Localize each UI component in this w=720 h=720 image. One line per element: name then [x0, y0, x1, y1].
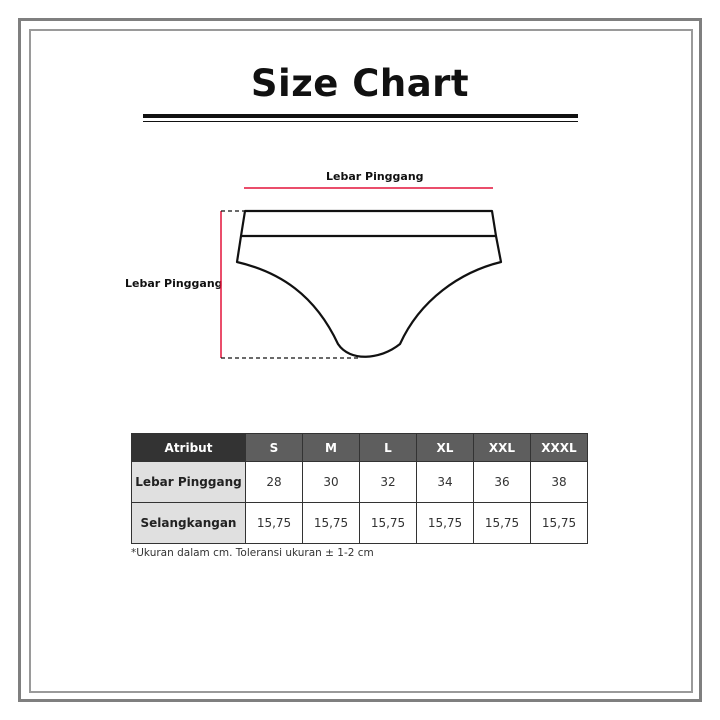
- page-title: Size Chart: [250, 62, 470, 105]
- table-cell: 38: [530, 461, 588, 503]
- header-cell: XXXL: [530, 433, 588, 462]
- table-cell: 15,75: [359, 502, 417, 544]
- table-cell: 34: [416, 461, 474, 503]
- table-cell: 15,75: [302, 502, 360, 544]
- header-cell: Atribut: [131, 433, 246, 462]
- row-label: Lebar Pinggang: [131, 461, 246, 503]
- outer-frame: [18, 18, 702, 702]
- title-underline-thin: [143, 121, 578, 122]
- table-cell: 15,75: [530, 502, 588, 544]
- header-cell: XXL: [473, 433, 531, 462]
- table-cell: 30: [302, 461, 360, 503]
- table-cell: 15,75: [245, 502, 303, 544]
- header-cell: L: [359, 433, 417, 462]
- table-cell: 15,75: [416, 502, 474, 544]
- table-cell: 32: [359, 461, 417, 503]
- table-cell: 15,75: [473, 502, 531, 544]
- table-row: Lebar Pinggang 28 30 32 34 36 38: [131, 461, 588, 503]
- table-cell: 36: [473, 461, 531, 503]
- top-measure-label: Lebar Pinggang: [326, 170, 424, 183]
- inner-frame: [29, 29, 693, 693]
- size-table: Atribut S M L XL XXL XXXL Lebar Pinggang…: [131, 433, 588, 544]
- tolerance-note: *Ukuran dalam cm. Toleransi ukuran ± 1-2…: [131, 547, 374, 559]
- header-cell: XL: [416, 433, 474, 462]
- brief-outline: [235, 209, 503, 358]
- table-cell: 28: [245, 461, 303, 503]
- side-measure-label: Lebar Pinggang: [125, 277, 223, 290]
- title-underline-thick: [143, 114, 578, 118]
- table-row: Selangkangan 15,75 15,75 15,75 15,75 15,…: [131, 502, 588, 544]
- table-header-row: Atribut S M L XL XXL XXXL: [131, 433, 588, 462]
- header-cell: S: [245, 433, 303, 462]
- row-label: Selangkangan: [131, 502, 246, 544]
- header-cell: M: [302, 433, 360, 462]
